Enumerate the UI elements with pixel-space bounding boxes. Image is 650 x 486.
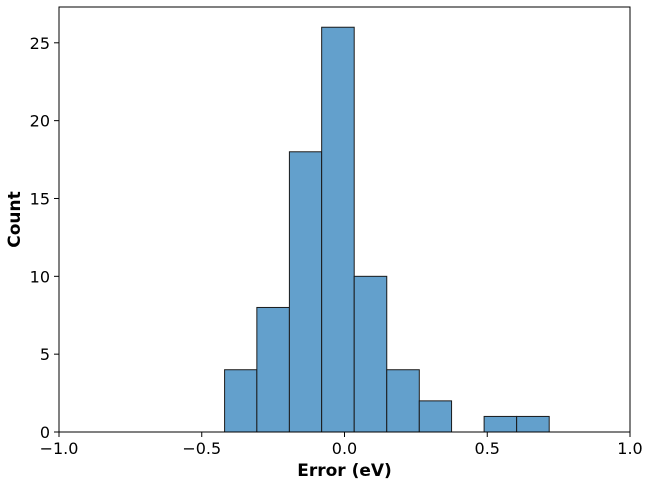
- y-tick-label: 25: [30, 34, 50, 53]
- histogram-bar: [483, 415, 518, 433]
- x-axis-ticks: −1.0 −0.5 0.0 0.5 1.0: [40, 432, 643, 458]
- histogram-bar: [256, 306, 290, 433]
- x-tick-label: 0.0: [332, 439, 357, 458]
- y-tick-label: 0: [40, 423, 50, 442]
- y-axis-label: Count: [5, 191, 25, 248]
- y-tick-label: 20: [30, 112, 50, 131]
- y-axis-ticks: 0 5 10 15 20 25: [30, 34, 59, 442]
- y-tick-label: 15: [30, 189, 50, 208]
- histogram-bar: [386, 369, 420, 433]
- histogram-bar: [224, 369, 258, 433]
- x-axis-label: Error (eV): [297, 461, 392, 481]
- y-tick-label: 5: [40, 345, 50, 364]
- x-tick-label: 0.5: [475, 439, 500, 458]
- histogram-bar: [288, 151, 323, 433]
- y-tick-label: 10: [30, 267, 50, 286]
- histogram-bar: [418, 400, 453, 433]
- histogram-bar: [516, 415, 550, 433]
- x-tick-label: −1.0: [40, 439, 79, 458]
- x-tick-label: 1.0: [617, 439, 642, 458]
- histogram-bar: [353, 275, 388, 433]
- x-tick-label: −0.5: [182, 439, 221, 458]
- histogram-bar: [321, 26, 355, 433]
- histogram-bars: [224, 26, 550, 433]
